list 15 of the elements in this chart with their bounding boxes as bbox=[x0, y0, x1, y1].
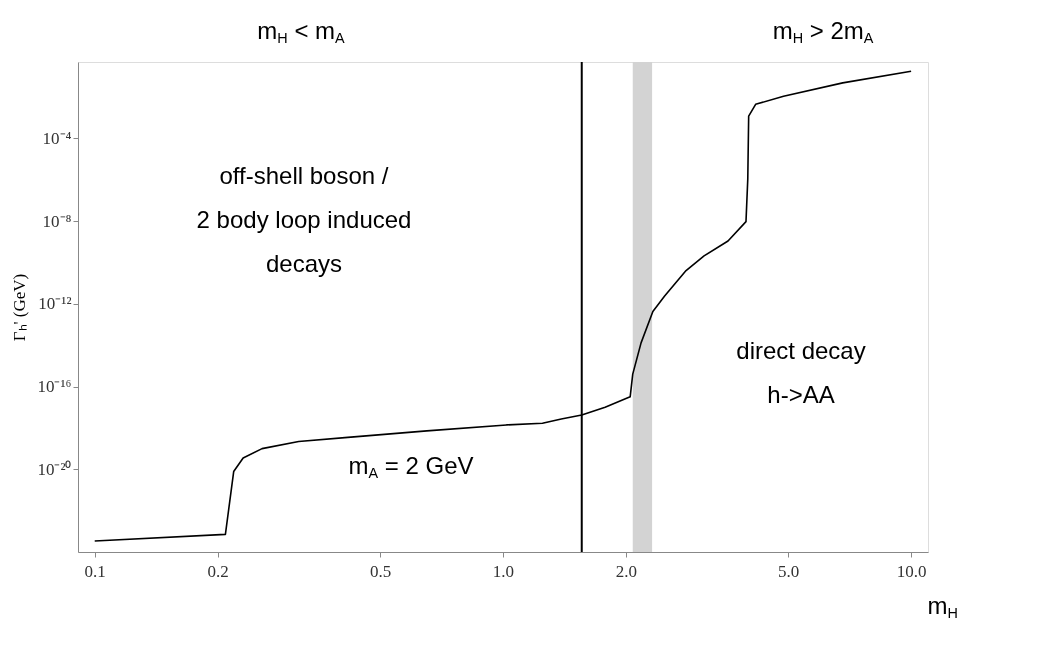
x-tick-label: 5.0 bbox=[778, 561, 800, 581]
annotation: off-shell boson / 2 body loop induced decays bbox=[196, 162, 412, 277]
y-tick-label: 10⁻²⁰ bbox=[37, 459, 72, 479]
y-tick-label: 10⁻⁴ bbox=[42, 128, 72, 148]
annotation: direct decay h->AA bbox=[736, 337, 866, 408]
y-axis-title: Γₕ' (GeV) bbox=[10, 273, 30, 342]
x-tick-label: 0.1 bbox=[84, 561, 106, 581]
y-tick-label: 10⁻¹⁶ bbox=[37, 377, 72, 397]
x-tick-label: 2.0 bbox=[615, 561, 637, 581]
x-tick-label: 1.0 bbox=[492, 561, 515, 581]
x-tick-label: 10.0 bbox=[896, 561, 927, 581]
y-tick-label: 10⁻⁸ bbox=[42, 211, 72, 231]
y-tick-label: 10⁻¹² bbox=[38, 294, 72, 314]
x-tick-label: 0.2 bbox=[207, 561, 229, 581]
x-tick-label: 0.5 bbox=[369, 561, 392, 581]
